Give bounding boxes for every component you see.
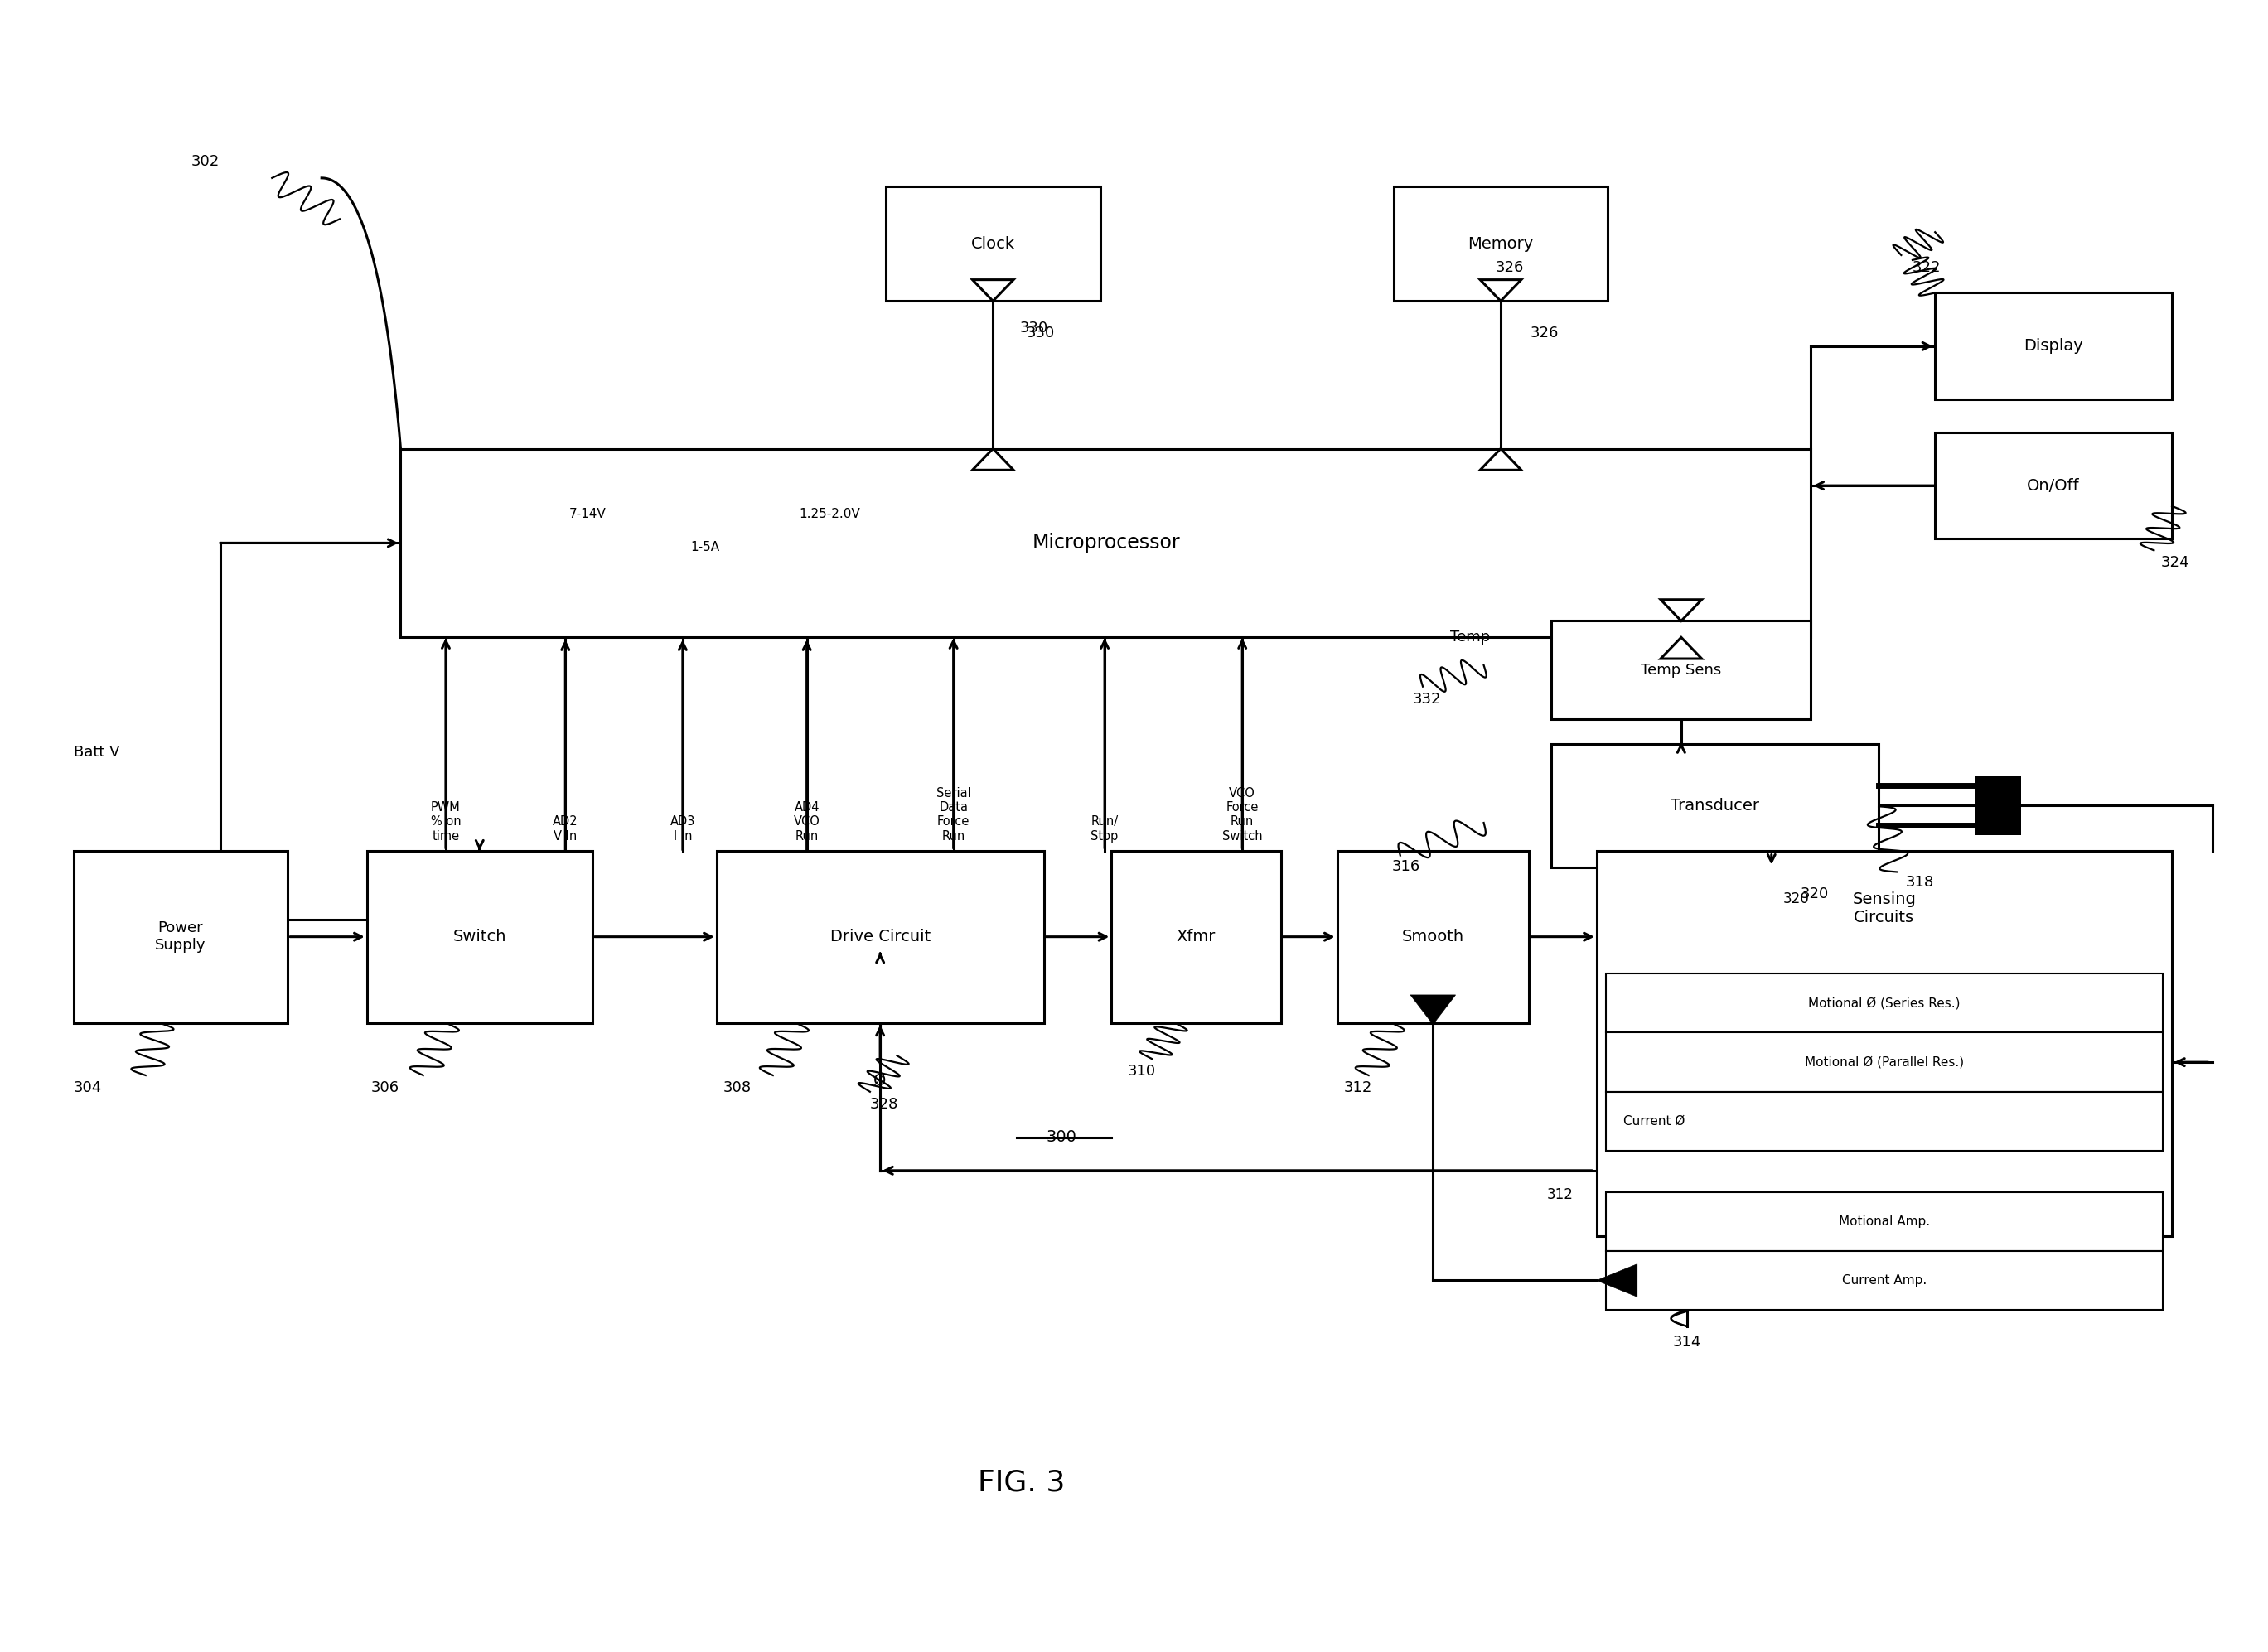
- FancyBboxPatch shape: [1606, 973, 2164, 1032]
- Text: FIG. 3: FIG. 3: [978, 1469, 1066, 1497]
- Text: Memory: Memory: [1467, 236, 1533, 251]
- Text: 320: 320: [1783, 892, 1810, 907]
- FancyBboxPatch shape: [1338, 851, 1529, 1023]
- Text: 304: 304: [73, 1080, 102, 1095]
- Text: Temp Sens: Temp Sens: [1642, 662, 1721, 677]
- Text: 308: 308: [723, 1080, 751, 1095]
- Text: 1-5A: 1-5A: [692, 540, 719, 553]
- Text: 300: 300: [1046, 1130, 1077, 1145]
- FancyBboxPatch shape: [367, 851, 592, 1023]
- Text: Current Amp.: Current Amp.: [1842, 1274, 1926, 1287]
- Text: Serial
Data
Force
Run: Serial Data Force Run: [937, 786, 971, 843]
- Text: Power
Supply: Power Supply: [154, 920, 206, 953]
- Text: 314: 314: [1672, 1335, 1701, 1350]
- Text: Ø: Ø: [873, 1072, 887, 1089]
- Text: Transducer: Transducer: [1672, 798, 1760, 813]
- Text: 316: 316: [1393, 859, 1420, 874]
- FancyBboxPatch shape: [1551, 743, 1878, 867]
- Text: 306: 306: [372, 1080, 399, 1095]
- Text: AD4
VCO
Run: AD4 VCO Run: [794, 801, 821, 843]
- Text: Motional Ø (Parallel Res.): Motional Ø (Parallel Res.): [1805, 1056, 1964, 1069]
- FancyBboxPatch shape: [401, 449, 1810, 638]
- FancyBboxPatch shape: [1606, 1191, 2164, 1251]
- Text: Sensing
Circuits: Sensing Circuits: [1853, 892, 1916, 925]
- FancyBboxPatch shape: [73, 851, 288, 1023]
- FancyBboxPatch shape: [887, 187, 1100, 301]
- Polygon shape: [1481, 449, 1522, 471]
- FancyBboxPatch shape: [1606, 1032, 2164, 1092]
- FancyBboxPatch shape: [1975, 776, 2021, 834]
- Text: Drive Circuit: Drive Circuit: [830, 928, 930, 945]
- Polygon shape: [1660, 638, 1701, 659]
- Text: Motional Amp.: Motional Amp.: [1839, 1216, 1930, 1227]
- Polygon shape: [973, 449, 1014, 471]
- Text: AD2
V In: AD2 V In: [553, 816, 578, 843]
- Text: 312: 312: [1547, 1186, 1574, 1201]
- Polygon shape: [973, 279, 1014, 301]
- Text: Run/
Stop: Run/ Stop: [1091, 816, 1118, 843]
- Text: Temp: Temp: [1449, 629, 1490, 644]
- Text: 332: 332: [1413, 692, 1440, 707]
- FancyBboxPatch shape: [1935, 433, 2173, 539]
- Text: Microprocessor: Microprocessor: [1032, 534, 1179, 553]
- Text: VCO
Force
Run
Switch: VCO Force Run Switch: [1222, 786, 1263, 843]
- Text: Xfmr: Xfmr: [1177, 928, 1216, 945]
- Text: 328: 328: [871, 1097, 898, 1112]
- Text: Batt V: Batt V: [73, 745, 120, 760]
- Text: AD3
I In: AD3 I In: [669, 816, 696, 843]
- Text: Switch: Switch: [454, 928, 506, 945]
- Text: 7-14V: 7-14V: [569, 509, 606, 520]
- Text: Display: Display: [2023, 339, 2084, 354]
- Text: 312: 312: [1345, 1080, 1372, 1095]
- FancyBboxPatch shape: [1606, 1251, 2164, 1310]
- Text: 1.25-2.0V: 1.25-2.0V: [798, 509, 860, 520]
- Text: 324: 324: [2161, 555, 2189, 570]
- FancyBboxPatch shape: [1551, 621, 1810, 719]
- Text: Current Ø: Current Ø: [1624, 1115, 1685, 1128]
- Text: On/Off: On/Off: [2028, 477, 2080, 494]
- Text: PWM
% on
time: PWM % on time: [431, 801, 460, 843]
- Text: 326: 326: [1531, 325, 1558, 340]
- Polygon shape: [1481, 279, 1522, 301]
- Text: 322: 322: [1912, 259, 1941, 274]
- Polygon shape: [1411, 995, 1456, 1024]
- FancyBboxPatch shape: [1606, 1092, 2164, 1151]
- FancyBboxPatch shape: [1393, 187, 1608, 301]
- FancyBboxPatch shape: [1111, 851, 1281, 1023]
- Text: 318: 318: [1905, 876, 1935, 890]
- Text: 330: 330: [1027, 325, 1055, 340]
- Polygon shape: [1597, 1264, 1637, 1297]
- Text: 326: 326: [1495, 259, 1524, 274]
- Text: Smooth: Smooth: [1402, 928, 1465, 945]
- FancyBboxPatch shape: [1597, 851, 2173, 1236]
- Text: 302: 302: [191, 154, 220, 169]
- Text: 330: 330: [1021, 320, 1048, 335]
- Text: Motional Ø (Series Res.): Motional Ø (Series Res.): [1808, 996, 1960, 1009]
- Polygon shape: [1660, 600, 1701, 621]
- Text: 310: 310: [1127, 1064, 1154, 1079]
- FancyBboxPatch shape: [717, 851, 1043, 1023]
- Text: 320: 320: [1801, 887, 1830, 902]
- FancyBboxPatch shape: [1935, 292, 2173, 400]
- Text: Clock: Clock: [971, 236, 1016, 251]
